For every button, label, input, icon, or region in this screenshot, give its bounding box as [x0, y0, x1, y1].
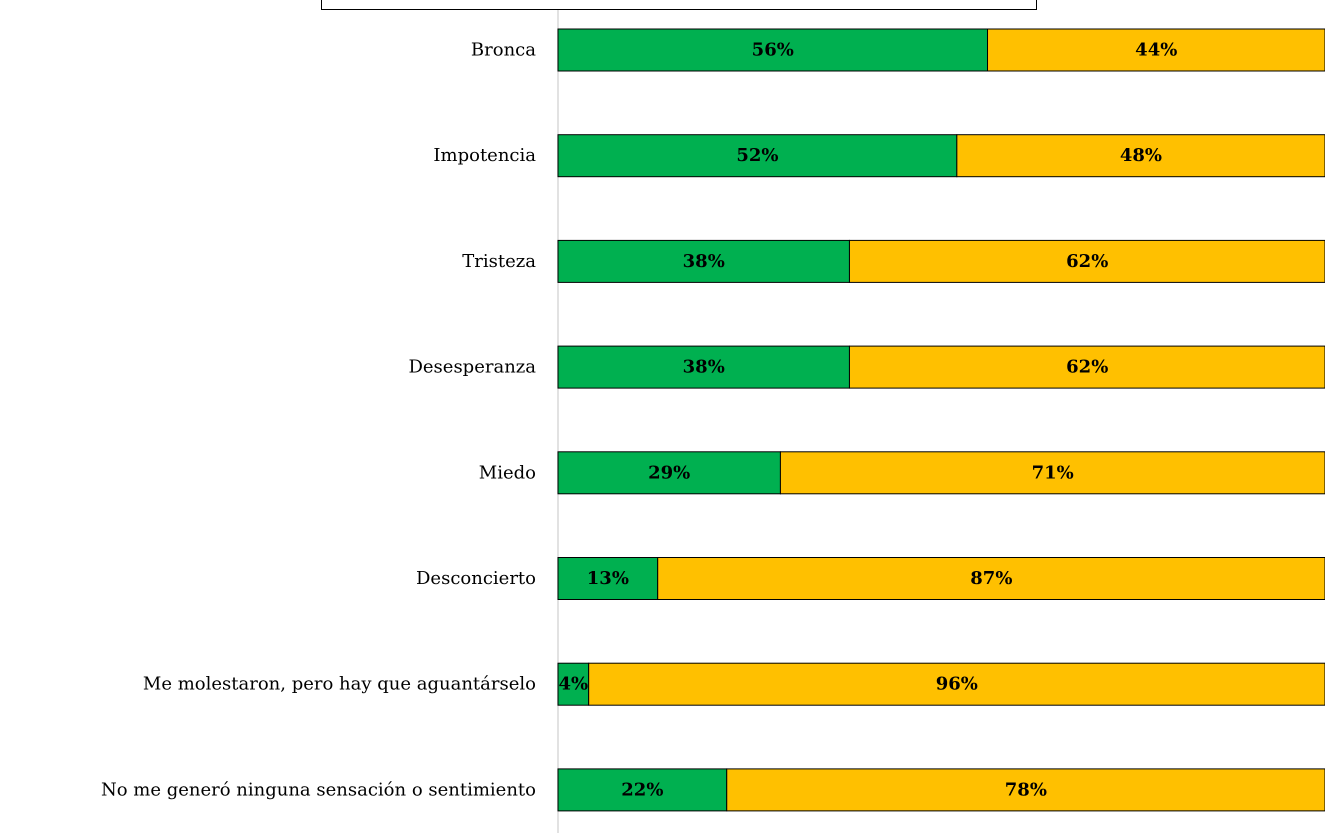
data-label: 29% [648, 462, 690, 483]
category-label: Tristeza [462, 251, 536, 272]
data-label: 38% [683, 357, 725, 378]
data-label: 96% [936, 674, 978, 695]
data-label: 48% [1120, 145, 1162, 166]
bar-segment-series-1 [848, 239, 1325, 283]
bar-segment-series-0 [557, 28, 989, 72]
data-label: 56% [752, 40, 794, 61]
bar-segment-series-1 [657, 557, 1325, 600]
category-label: Me molestaron, pero hay que aguantárselo [143, 674, 536, 695]
data-label: 22% [621, 779, 663, 800]
category-label: Desesperanza [408, 357, 536, 378]
bar-segment-series-0 [557, 662, 590, 706]
data-label: 71% [1032, 462, 1074, 483]
data-label: 38% [683, 251, 725, 272]
data-label: 4% [559, 674, 589, 695]
data-label: 62% [1066, 251, 1108, 272]
bar-segment-series-0 [557, 239, 850, 283]
bar-segment-series-1 [987, 28, 1325, 72]
bar-segment-series-1 [779, 451, 1325, 495]
data-label: 13% [587, 568, 629, 589]
data-label: 78% [1005, 779, 1047, 800]
bar-segment-series-0 [557, 557, 659, 600]
bar-segment-series-1 [726, 768, 1325, 812]
bar-segment-series-1 [848, 345, 1325, 389]
category-label: Impotencia [433, 145, 536, 166]
data-label: 52% [736, 145, 778, 166]
category-label: Miedo [479, 462, 536, 483]
bar-segment-series-1 [956, 134, 1325, 178]
data-label: 87% [970, 568, 1012, 589]
category-label: No me generó ninguna sensación o sentimi… [101, 779, 536, 800]
bar-segment-series-0 [557, 768, 728, 812]
category-label: Bronca [471, 40, 536, 61]
category-label: Desconcierto [416, 568, 536, 589]
bar-segment-series-1 [588, 662, 1325, 706]
bars-layer: Bronca 56% 44% Impotencia 52% 48% Tristeza 38% 6… [101, 28, 1325, 812]
bar-segment-series-0 [557, 345, 850, 389]
legend-box [321, 0, 1037, 10]
bar-segment-series-0 [557, 134, 958, 178]
data-label: 62% [1066, 357, 1108, 378]
data-label: 44% [1135, 40, 1177, 61]
